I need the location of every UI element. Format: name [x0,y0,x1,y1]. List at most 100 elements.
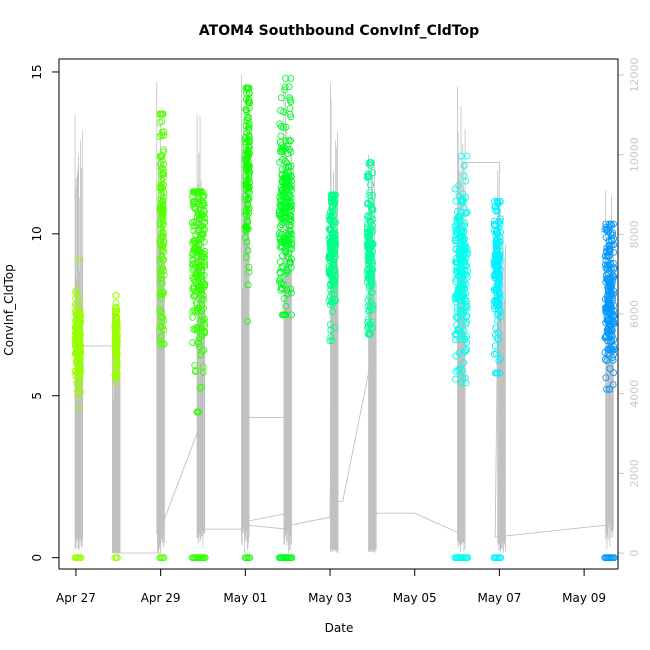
secondary-tick-label: 12000 [628,57,641,92]
data-point [495,218,502,226]
data-point [199,207,207,214]
data-point [286,104,294,112]
data-point [189,198,197,205]
data-point [494,239,502,247]
data-point [606,297,614,305]
data-point [284,237,292,245]
y-tick-label: 10 [30,226,44,241]
data-point [496,251,504,259]
data-point [190,325,198,333]
data-point [365,257,373,265]
data-point [603,248,611,256]
secondary-tick-label: 6000 [628,300,641,328]
data-point [328,197,335,205]
data-point [159,228,167,236]
secondary-tick-label: 8000 [628,220,641,248]
data-point [493,227,501,235]
data-point [195,211,203,219]
secondary-series-line [75,162,610,554]
data-point [367,226,375,234]
data-point [453,304,461,312]
data-point [201,218,209,226]
data-point [495,336,503,344]
data-point [158,295,165,303]
data-point [492,207,500,215]
data-point [242,222,250,230]
data-point [451,375,459,383]
data-point [245,263,253,271]
data-point [245,126,253,134]
data-point [493,317,501,325]
data-point [493,285,500,293]
data-point [285,193,293,201]
data-point [244,200,251,208]
data-point [461,336,469,343]
data-point [461,348,469,356]
data-point [364,330,372,338]
data-point [328,208,336,215]
data-point [605,263,613,271]
data-point [200,346,208,354]
data-point [72,287,80,294]
data-point [157,332,165,340]
data-point [245,98,253,106]
data-point [602,264,610,272]
data-point [112,318,120,326]
data-point [160,317,168,324]
data-point [331,247,339,255]
data-point [604,350,612,358]
data-point [158,266,165,274]
data-point [452,258,459,266]
data-point [191,204,199,212]
data-point [364,230,371,238]
data-point [158,291,166,299]
data-point [188,219,196,227]
data-point [287,218,295,225]
data-point [491,331,499,339]
data-point [603,385,611,393]
data-point [610,369,617,377]
data-point [156,279,164,287]
data-point [73,345,81,353]
data-point [159,211,167,219]
data-point [461,258,469,266]
data-point [285,83,293,91]
data-point [457,379,465,387]
data-point [160,128,168,136]
data-point [246,168,253,176]
data-point [76,386,84,394]
data-point [364,244,371,252]
data-point-zero [610,554,618,562]
data-point [330,285,338,293]
data-point [201,327,208,335]
data-point [368,240,376,248]
data-point [365,160,373,168]
data-point [607,265,615,273]
x-tick-label: May 07 [477,591,521,605]
data-point [195,340,203,348]
data-point [368,278,376,286]
data-point [199,292,207,300]
data-point [287,215,295,223]
data-point [113,369,121,377]
data-point [363,225,371,233]
data-point [191,237,199,245]
data-point [452,275,460,283]
data-point [157,184,165,192]
data-point [279,219,287,227]
data-point [367,302,374,310]
data-point [603,226,611,234]
data-point [282,164,290,172]
data-point [605,278,613,286]
data-point [200,238,208,246]
data-point [331,276,339,284]
data-point [454,366,462,374]
data-point [451,185,459,193]
data-point [364,213,371,221]
data-point [328,191,336,199]
data-point [287,113,295,121]
data-point [199,231,207,239]
data-point [277,183,285,191]
data-point [455,181,463,189]
data-point [491,369,499,377]
